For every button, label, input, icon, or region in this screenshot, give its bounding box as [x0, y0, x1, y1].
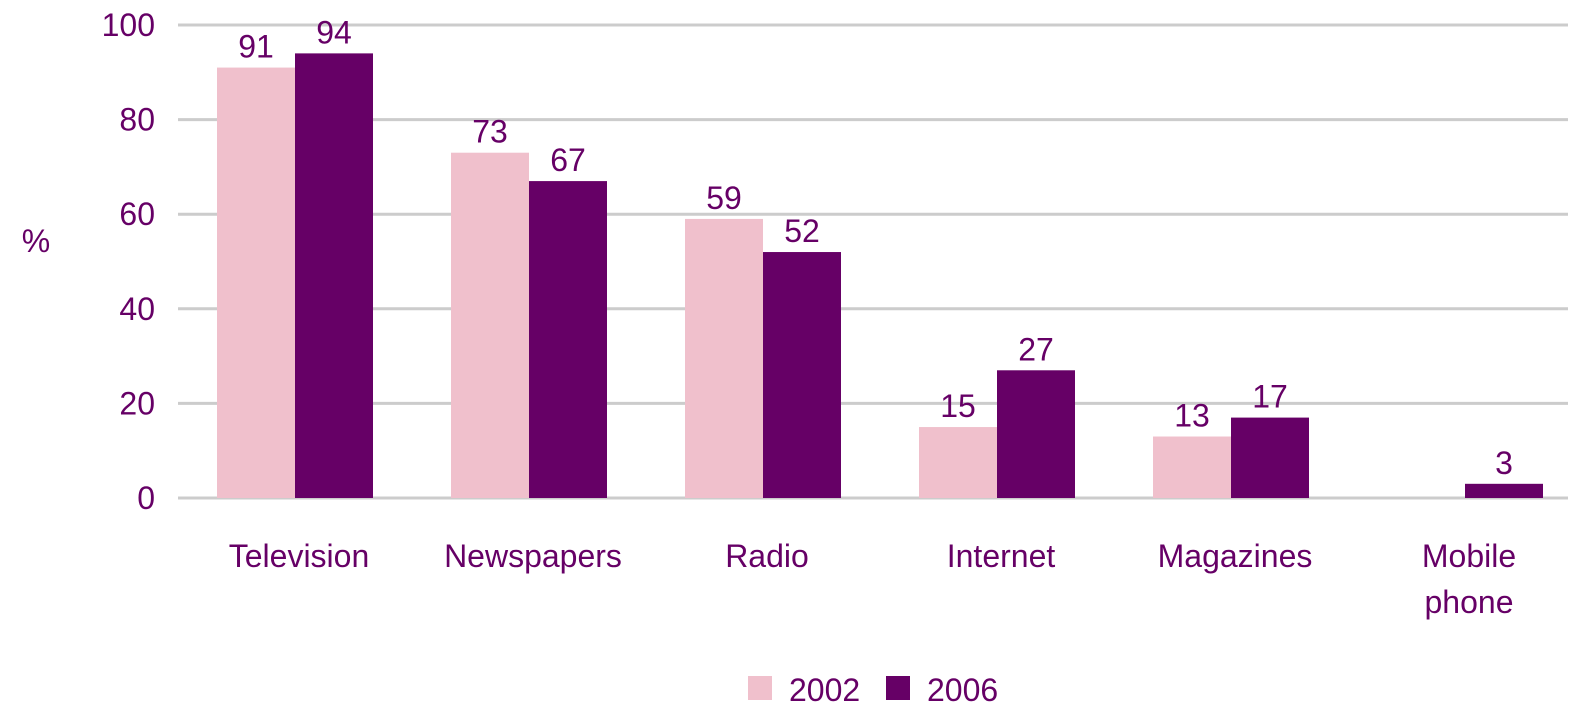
y-tick-label: 20	[119, 385, 155, 421]
data-label: 67	[550, 142, 586, 178]
legend: 2002 2006	[748, 672, 998, 704]
data-label: 17	[1252, 379, 1288, 415]
data-label: 94	[316, 14, 352, 50]
data-label: 13	[1174, 398, 1210, 434]
bar	[1465, 483, 1543, 498]
legend-swatch	[886, 676, 910, 700]
y-axis-ticks: 0 20 40 60 80 100	[102, 7, 155, 516]
legend-swatch	[748, 676, 772, 700]
legend-label: 2006	[927, 672, 998, 704]
bar	[685, 218, 763, 498]
data-labels: 91 94 73 67 59 52 15 27 13 17 3	[238, 14, 1513, 480]
y-tick-label: 0	[137, 480, 155, 516]
bar	[1231, 417, 1309, 498]
bar	[1153, 436, 1231, 498]
data-label: 15	[940, 388, 976, 424]
bar	[295, 53, 373, 498]
data-label: 91	[238, 29, 274, 65]
bar	[763, 252, 841, 498]
legend-label: 2002	[789, 672, 860, 704]
category-label: Newspapers	[444, 538, 622, 574]
bar	[529, 181, 607, 498]
category-labels: Television Newspapers Radio Internet Magazin…	[229, 538, 1516, 620]
y-tick-label: 100	[102, 7, 155, 43]
bar	[919, 427, 997, 498]
data-label: 59	[706, 180, 742, 216]
category-label: Radio	[725, 538, 809, 574]
bar	[997, 370, 1075, 498]
category-label: Internet	[947, 538, 1056, 574]
y-tick-label: 80	[119, 102, 155, 138]
bar	[217, 67, 295, 498]
category-label: phone	[1425, 584, 1514, 620]
bar	[451, 152, 529, 498]
data-label: 3	[1495, 445, 1513, 481]
y-tick-label: 60	[119, 196, 155, 232]
data-label: 52	[784, 213, 820, 249]
category-label: Mobile	[1422, 538, 1516, 574]
bars	[217, 53, 1543, 498]
data-label: 27	[1018, 331, 1054, 367]
y-axis-label: %	[22, 223, 50, 259]
category-label: Television	[229, 538, 370, 574]
y-tick-label: 40	[119, 291, 155, 327]
data-label: 73	[472, 114, 508, 150]
gridlines	[178, 23, 1568, 500]
category-label: Magazines	[1158, 538, 1313, 574]
